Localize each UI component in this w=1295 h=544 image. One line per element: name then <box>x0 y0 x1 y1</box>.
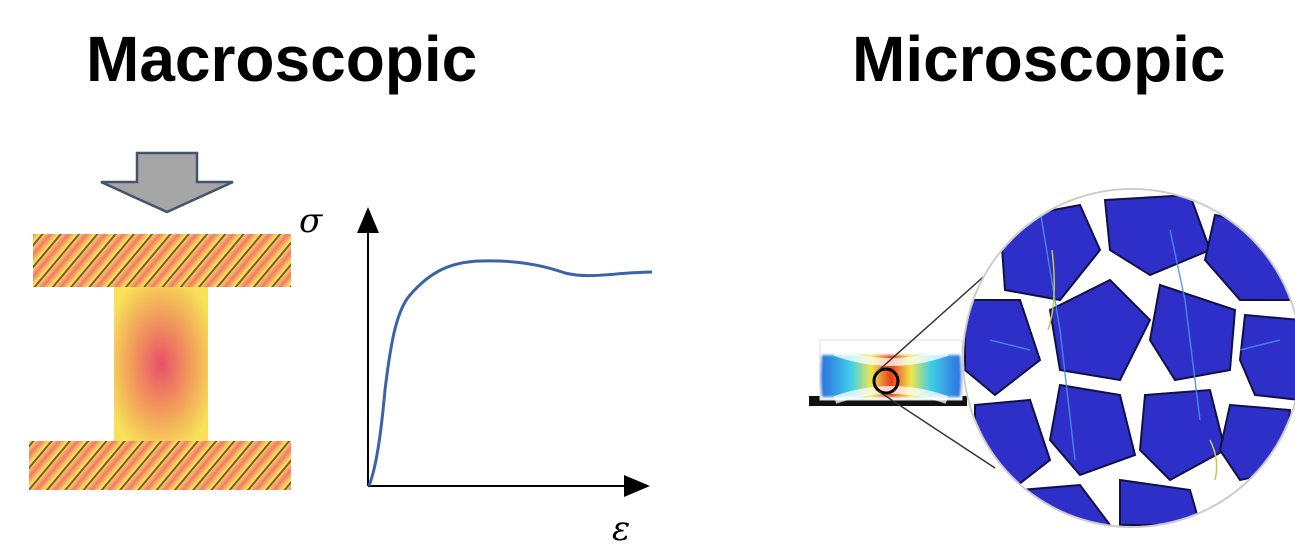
bottom-plate <box>29 441 291 490</box>
specimen <box>29 234 291 490</box>
stress-strain-graph: σ ε <box>299 201 653 544</box>
specimen-core <box>114 287 208 441</box>
zoom-line-bottom <box>877 390 996 469</box>
stress-strain-curve <box>367 259 653 487</box>
y-axis-arrowhead <box>357 207 379 233</box>
microscopic-title: Microscopic <box>852 23 1226 95</box>
macroscopic-title: Macroscopic <box>86 23 478 95</box>
zoom-region-marker <box>872 367 900 395</box>
microstructure-zoom <box>962 188 1295 528</box>
zoom-line-top <box>877 261 1001 372</box>
x-axis-label: ε <box>612 509 630 544</box>
stress-field <box>821 355 961 397</box>
compression-arrow-icon <box>100 151 234 214</box>
y-axis-label: σ <box>299 201 323 241</box>
x-axis-arrowhead <box>624 475 650 497</box>
simulation-specimen <box>809 339 967 406</box>
top-plate <box>33 234 291 287</box>
